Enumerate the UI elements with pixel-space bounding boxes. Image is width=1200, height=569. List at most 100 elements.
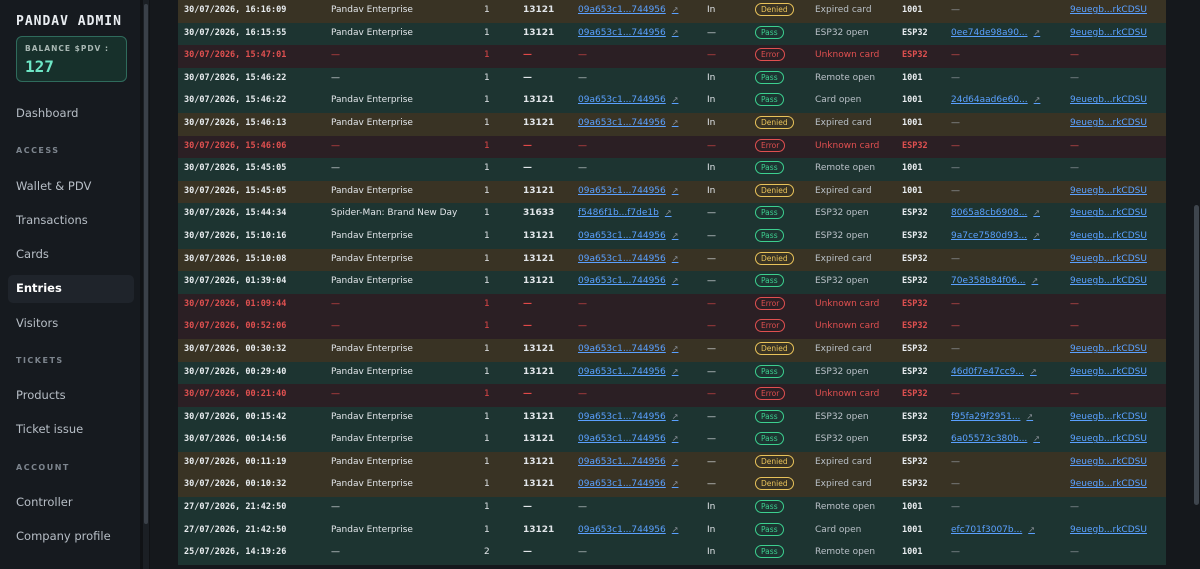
table-row[interactable]: 30/07/2026, 00:52:06 — 1 — — — Error Unknown ca…: [178, 316, 1166, 339]
entry-user-link[interactable]: 9euegb...rkCDSU: [1070, 95, 1147, 106]
entry-card-link[interactable]: 09a653c1...744956 ↗: [578, 457, 678, 467]
table-row[interactable]: 30/07/2026, 00:21:40 — 1 — — — Error Unknown ca…: [178, 384, 1166, 407]
external-link-icon[interactable]: ↗: [664, 208, 672, 218]
table-row[interactable]: 30/07/2026, 01:09:44 — 1 — — — Error Unknown ca…: [178, 293, 1166, 317]
entry-user-link[interactable]: 9euegb...rkCDSU: [1070, 456, 1147, 467]
entry-user-link[interactable]: 9euegb...rkCDSU: [1070, 366, 1147, 377]
nav-transactions[interactable]: Transactions: [8, 207, 134, 235]
entry-card-link[interactable]: 09a653c1...744956 ↗: [578, 231, 678, 241]
table-row[interactable]: 30/07/2026, 00:10:32 Pandav Enterprise 1 13…: [178, 474, 1166, 498]
table-row[interactable]: 30/07/2026, 16:15:55 Pandav Enterprise 1 13…: [178, 22, 1166, 46]
entry-user-link[interactable]: 9euegb...rkCDSU: [1070, 434, 1147, 445]
entry-card-link[interactable]: 09a653c1...744956 ↗: [578, 254, 678, 264]
external-link-icon[interactable]: ↗: [671, 343, 679, 353]
external-link-icon[interactable]: ↗: [671, 253, 679, 263]
nav-wallet[interactable]: Wallet & PDV: [8, 173, 134, 201]
entry-card-link[interactable]: 09a653c1...744956 ↗: [578, 276, 678, 286]
entry-user-link[interactable]: 9euegb...rkCDSU: [1070, 253, 1147, 264]
entry-user-link[interactable]: 9euegb...rkCDSU: [1070, 524, 1147, 535]
entry-tx-link[interactable]: 8065a8cb6908... ↗: [951, 208, 1040, 218]
entry-tx-link[interactable]: 46d0f7e47cc9... ↗: [951, 367, 1037, 377]
entry-user-link[interactable]: 9euegb...rkCDSU: [1070, 343, 1147, 354]
entry-tx-link[interactable]: f95fa29f2951... ↗: [951, 412, 1033, 422]
external-link-icon[interactable]: ↗: [671, 456, 679, 466]
table-row[interactable]: 30/07/2026, 15:46:22 — 1 — — In Pass Remote ope…: [178, 67, 1166, 91]
external-link-icon[interactable]: ↗: [671, 479, 679, 489]
entry-user-link[interactable]: 9euegb...rkCDSU: [1070, 27, 1147, 38]
entry-card-link[interactable]: 09a653c1...744956 ↗: [578, 186, 678, 196]
entry-user-link[interactable]: 9euegb...rkCDSU: [1070, 5, 1147, 15]
table-row[interactable]: 30/07/2026, 00:14:56 Pandav Enterprise 1 13…: [178, 429, 1166, 452]
external-link-icon[interactable]: ↗: [671, 117, 679, 127]
entry-tx-link[interactable]: 0ee74de98a90... ↗: [951, 28, 1040, 38]
external-link-icon[interactable]: ↗: [671, 185, 679, 195]
nav-ticket-issue[interactable]: Ticket issue: [8, 416, 134, 444]
table-row[interactable]: 27/07/2026, 21:42:50 Pandav Enterprise 1 13…: [178, 519, 1166, 543]
entry-tx-link[interactable]: 24d64aad6e60... ↗: [951, 95, 1040, 105]
sidebar-scrollbar[interactable]: [143, 0, 149, 569]
table-row[interactable]: 30/07/2026, 15:10:16 Pandav Enterprise 1 13…: [178, 225, 1166, 249]
entry-user-link[interactable]: 9euegb...rkCDSU: [1070, 479, 1147, 490]
external-link-icon[interactable]: ↗: [1029, 366, 1037, 376]
table-row[interactable]: 30/07/2026, 15:44:34 Spider-Man: Brand Ne…: [178, 203, 1166, 226]
external-link-icon[interactable]: ↗: [1033, 434, 1040, 444]
external-link-icon[interactable]: ↗: [1028, 524, 1035, 534]
nav-visitors[interactable]: Visitors: [8, 310, 134, 338]
nav-company-profile[interactable]: Company profile: [8, 523, 134, 551]
entry-tx-link[interactable]: 70e358b84f06... ↗: [951, 276, 1038, 286]
table-row[interactable]: 30/07/2026, 15:45:05 Pandav Enterprise 1 13…: [178, 180, 1166, 204]
entry-user-link[interactable]: 9euegb...rkCDSU: [1070, 208, 1147, 219]
table-row[interactable]: 30/07/2026, 00:29:40 Pandav Enterprise 1 13…: [178, 361, 1166, 385]
entry-user-link[interactable]: 9euegb...rkCDSU: [1070, 117, 1147, 128]
nav-controller[interactable]: Controller: [8, 489, 134, 517]
main-scrollbar[interactable]: [1193, 0, 1200, 569]
external-link-icon[interactable]: ↗: [671, 27, 679, 37]
external-link-icon[interactable]: ↗: [671, 230, 679, 240]
external-link-icon[interactable]: ↗: [671, 5, 679, 14]
table-row[interactable]: 30/07/2026, 15:46:22 Pandav Enterprise 1 13…: [178, 90, 1166, 113]
nav-products[interactable]: Products: [8, 382, 134, 410]
entry-user-link[interactable]: 9euegb...rkCDSU: [1070, 230, 1147, 241]
entry-user-link[interactable]: 9euegb...rkCDSU: [1070, 276, 1147, 287]
external-link-icon[interactable]: ↗: [1033, 230, 1040, 240]
sidebar-scroll-thumb[interactable]: [144, 4, 148, 524]
entry-card-link[interactable]: 09a653c1...744956 ↗: [578, 28, 678, 38]
table-row[interactable]: 25/07/2026, 14:19:26 — 2 — — In Pass Remote ope…: [178, 542, 1166, 565]
entry-card-link[interactable]: 09a653c1...744956 ↗: [578, 367, 678, 377]
table-row[interactable]: 30/07/2026, 00:11:19 Pandav Enterprise 1 13…: [178, 451, 1166, 475]
table-row[interactable]: 30/07/2026, 15:46:06 — 1 — — — Error Unknown ca…: [178, 135, 1166, 159]
entry-card-link[interactable]: 09a653c1...744956 ↗: [578, 344, 678, 354]
entry-card-link[interactable]: 09a653c1...744956 ↗: [578, 118, 678, 128]
table-row[interactable]: 30/07/2026, 15:10:08 Pandav Enterprise 1 13…: [178, 248, 1166, 272]
external-link-icon[interactable]: ↗: [1026, 411, 1034, 421]
table-row[interactable]: 27/07/2026, 21:42:50 — 1 — — In Pass Remote ope…: [178, 497, 1166, 520]
external-link-icon[interactable]: ↗: [1033, 27, 1041, 37]
entry-tx-link[interactable]: 9a7ce7580d93... ↗: [951, 231, 1040, 241]
external-link-icon[interactable]: ↗: [671, 366, 679, 376]
table-row[interactable]: 30/07/2026, 15:47:01 — 1 — — — Error Unknown ca…: [178, 45, 1166, 68]
external-link-icon[interactable]: ↗: [671, 95, 679, 105]
table-row[interactable]: 30/07/2026, 00:15:42 Pandav Enterprise 1 13…: [178, 406, 1166, 430]
entry-tx-link[interactable]: 6a05573c380b... ↗: [951, 434, 1040, 444]
entry-card-link[interactable]: 09a653c1...744956 ↗: [578, 412, 678, 422]
table-row[interactable]: 30/07/2026, 15:45:05 — 1 — — In Pass Remote ope…: [178, 158, 1166, 181]
entry-card-link[interactable]: 09a653c1...744956 ↗: [578, 5, 678, 15]
nav-dashboard[interactable]: Dashboard: [8, 100, 134, 128]
table-row[interactable]: 30/07/2026, 01:39:04 Pandav Enterprise 1 13…: [178, 271, 1166, 294]
entry-card-link[interactable]: 09a653c1...744956 ↗: [578, 525, 678, 535]
external-link-icon[interactable]: ↗: [671, 434, 679, 444]
external-link-icon[interactable]: ↗: [671, 411, 679, 421]
entry-card-link[interactable]: 09a653c1...744956 ↗: [578, 434, 678, 444]
entry-tx-link[interactable]: efc701f3007b... ↗: [951, 525, 1035, 535]
external-link-icon[interactable]: ↗: [671, 276, 679, 286]
table-row[interactable]: 30/07/2026, 15:46:13 Pandav Enterprise 1 13…: [178, 112, 1166, 136]
entry-card-link[interactable]: 09a653c1...744956 ↗: [578, 95, 678, 105]
external-link-icon[interactable]: ↗: [671, 524, 679, 534]
entry-card-link[interactable]: f5486f1b...f7de1b ↗: [578, 208, 672, 218]
nav-entries[interactable]: Entries: [8, 275, 134, 303]
external-link-icon[interactable]: ↗: [1033, 95, 1041, 105]
nav-cards[interactable]: Cards: [8, 241, 134, 269]
table-row[interactable]: 30/07/2026, 16:16:09 Pandav Enterprise 1 13…: [178, 0, 1166, 23]
entry-user-link[interactable]: 9euegb...rkCDSU: [1070, 185, 1147, 196]
main-scroll-thumb[interactable]: [1194, 205, 1199, 505]
